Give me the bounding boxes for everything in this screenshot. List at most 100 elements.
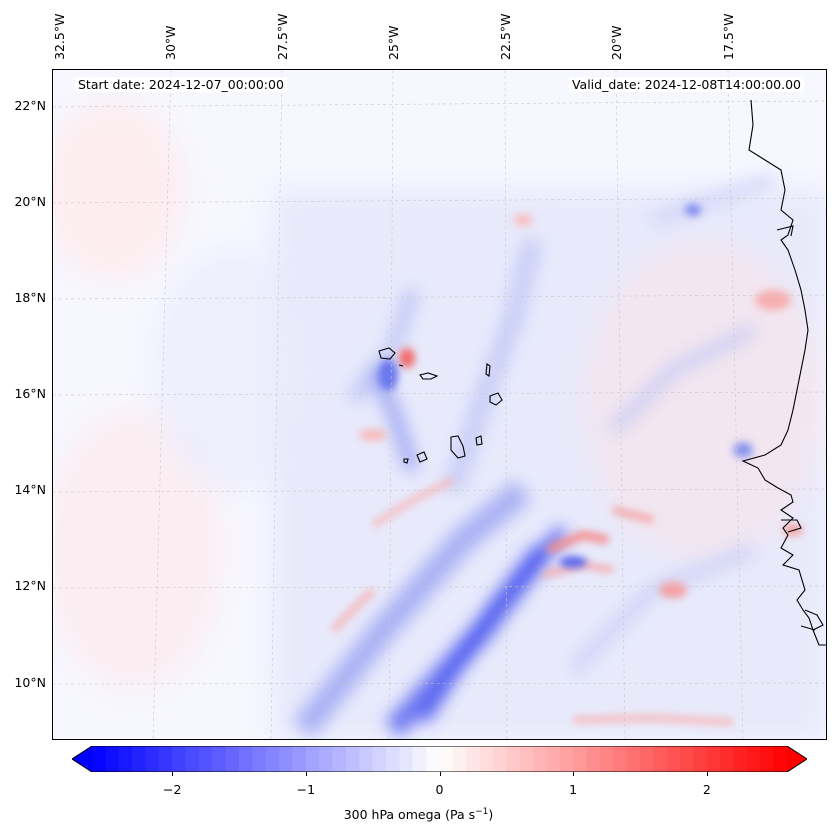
colorbar-segment <box>225 746 240 772</box>
coast-detail-4 <box>776 225 794 237</box>
colorbar-label-main: 300 hPa omega (Pa s <box>343 807 476 823</box>
colorbar-tickmark <box>172 772 174 776</box>
colorbar-segment <box>132 746 147 772</box>
colorbar-segment <box>452 746 467 772</box>
colorbar-segment <box>706 746 721 772</box>
lon-label-20w: 20°W <box>609 25 624 60</box>
colorbar-segment <box>466 746 481 772</box>
colorbar-label-exponent: −1 <box>475 807 489 817</box>
colorbar-segment <box>533 746 548 772</box>
colorbar-segment <box>599 746 614 772</box>
lat-label-18n: 18°N <box>14 290 46 305</box>
cape-verde-fogo <box>416 451 428 463</box>
colorbar-segments <box>72 746 807 772</box>
colorbar-segment <box>386 746 401 772</box>
colorbar-segment <box>773 746 788 772</box>
colorbar-label: 300 hPa omega (Pa s−1) <box>0 807 837 822</box>
lat-label-16n: 16°N <box>14 386 46 401</box>
colorbar-segment <box>426 746 441 772</box>
colorbar-extend-max <box>787 746 807 772</box>
colorbar-tickmark <box>573 772 575 776</box>
colorbar-segment <box>519 746 534 772</box>
lon-label-32-5w: 32.5°W <box>52 13 67 60</box>
colorbar-tick-label: 0 <box>435 782 444 797</box>
colorbar-segment <box>693 746 708 772</box>
colorbar-segment <box>680 746 695 772</box>
colorbar-tick-label: 2 <box>702 782 711 797</box>
colorbar-extend-min <box>72 746 92 772</box>
lat-label-14n: 14°N <box>14 482 46 497</box>
colorbar-segment <box>399 746 414 772</box>
colorbar-segment <box>158 746 173 772</box>
colorbar-segment <box>319 746 334 772</box>
lat-label-22n: 22°N <box>14 98 46 113</box>
colorbar-segment <box>586 746 601 772</box>
colorbar-segment <box>746 746 761 772</box>
colorbar-segment <box>479 746 494 772</box>
valid-date-label: Valid_date: 2024-12-08T14:00:00.00 <box>568 77 804 92</box>
colorbar-tick-label: 1 <box>569 782 578 797</box>
colorbar-segment <box>212 746 227 772</box>
colorbar-segment <box>559 746 574 772</box>
cape-verde-maio <box>475 435 483 446</box>
colorbar-tickmark <box>439 772 441 776</box>
colorbar-tickmark <box>706 772 708 776</box>
lon-label-22-5w: 22.5°W <box>498 13 513 60</box>
colorbar-segment <box>492 746 507 772</box>
colorbar-segment <box>666 746 681 772</box>
coast-detail-3 <box>800 625 816 631</box>
colorbar-tick-label: −2 <box>162 782 182 797</box>
lat-label-20n: 20°N <box>14 194 46 209</box>
colorbar-segment <box>439 746 454 772</box>
colorbar-segment <box>239 746 253 772</box>
coast-detail-2 <box>804 609 824 631</box>
lat-label-12n: 12°N <box>14 578 46 593</box>
colorbar-segment <box>653 746 668 772</box>
colorbar-segment <box>345 746 360 772</box>
colorbar-segment <box>92 746 106 772</box>
cape-verde-sao-vicente <box>398 364 404 367</box>
colorbar-segment <box>626 746 641 772</box>
colorbar-segment <box>332 746 347 772</box>
cape-verde-santo-antao <box>378 347 396 360</box>
lon-label-25w: 25°W <box>386 25 401 60</box>
colorbar-segment <box>412 746 427 772</box>
coastlines <box>378 99 826 646</box>
colorbar-segment <box>372 746 387 772</box>
colorbar-segment <box>105 746 120 772</box>
cape-verde-sao-nicolau <box>419 372 439 380</box>
colorbar-segment <box>265 746 280 772</box>
colorbar-segment <box>720 746 735 772</box>
colorbar-tickmark <box>305 772 307 776</box>
omega-field <box>53 70 826 739</box>
cape-verde-sal <box>485 363 491 377</box>
map-panel: Start date: 2024-12-07_00:00:00 Valid_da… <box>52 69 827 740</box>
colorbar <box>72 746 807 772</box>
colorbar-segment <box>733 746 748 772</box>
colorbar-segment <box>305 746 320 772</box>
cape-verde-brava <box>403 458 409 464</box>
colorbar-segment <box>118 746 133 772</box>
colorbar-segment <box>506 746 521 772</box>
colorbar-segment <box>198 746 213 772</box>
colorbar-segment <box>639 746 654 772</box>
cape-verde-boa-vista <box>489 392 503 406</box>
colorbar-segment <box>573 746 588 772</box>
lon-label-30w: 30°W <box>163 25 178 60</box>
colorbar-segment <box>172 746 187 772</box>
colorbar-segment <box>613 746 628 772</box>
omega-field-map <box>53 70 826 739</box>
colorbar-segment <box>359 746 374 772</box>
colorbar-segment <box>185 746 200 772</box>
colorbar-segment <box>760 746 775 772</box>
colorbar-segment <box>546 746 561 772</box>
lon-label-17-5w: 17.5°W <box>721 13 736 60</box>
west-africa-coast <box>741 99 826 646</box>
colorbar-tick-label: −1 <box>296 782 316 797</box>
lon-label-27-5w: 27.5°W <box>275 13 290 60</box>
colorbar-segment <box>292 746 307 772</box>
start-date-label: Start date: 2024-12-07_00:00:00 <box>75 77 287 92</box>
cape-verde-santiago <box>450 435 466 459</box>
colorbar-label-close: ) <box>488 807 494 823</box>
coast-detail-1 <box>781 519 802 533</box>
